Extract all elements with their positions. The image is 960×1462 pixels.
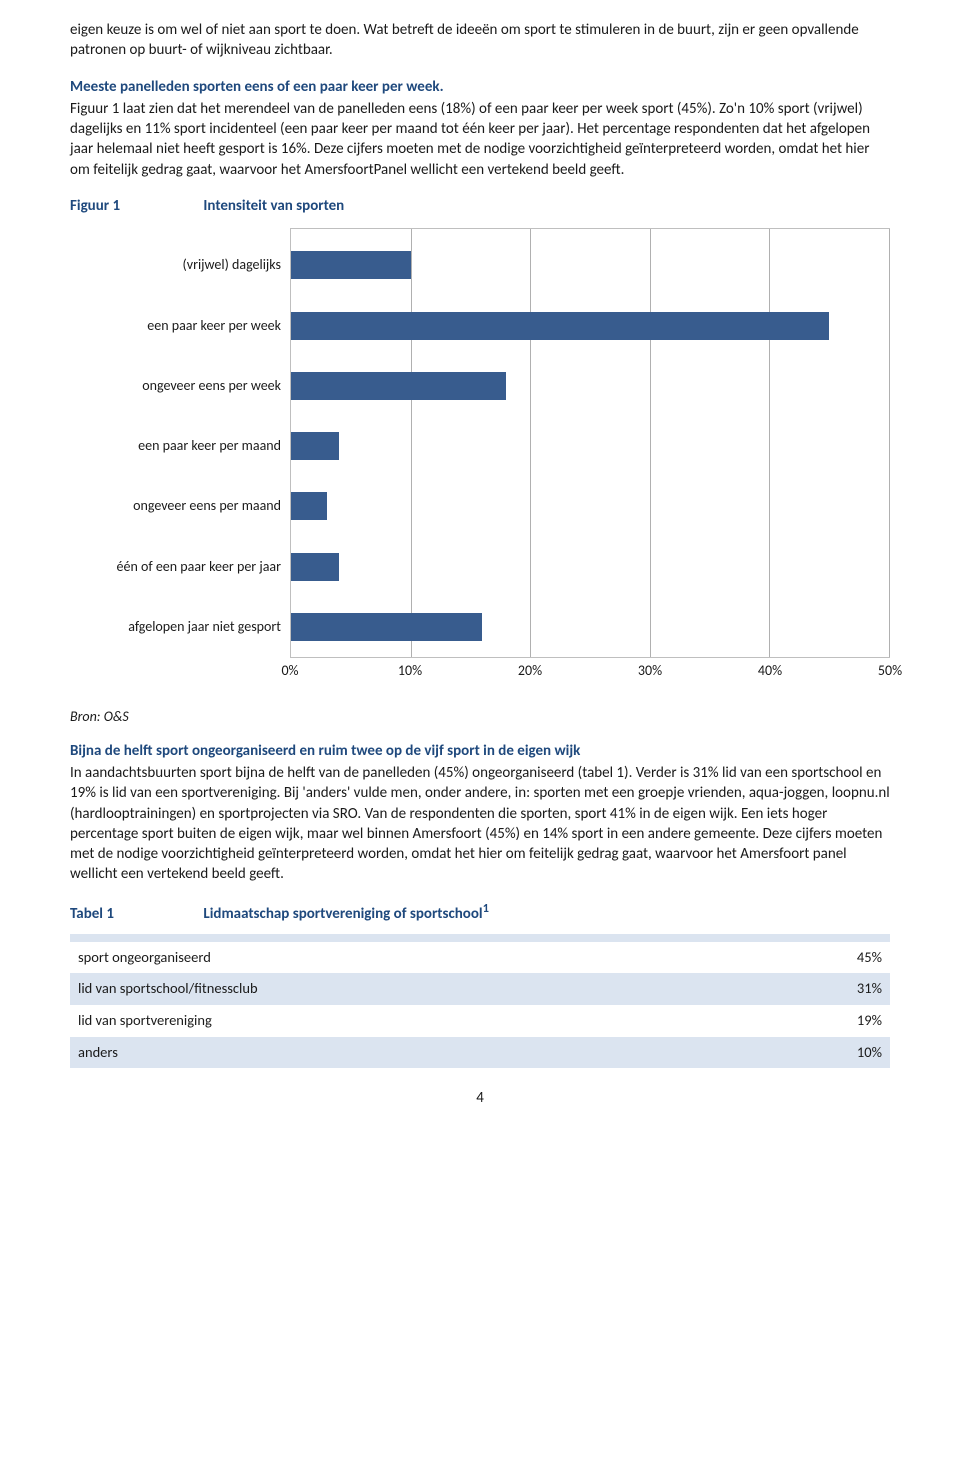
table1-title-text: Lidmaatschap sportvereniging of sportsch… [203, 905, 482, 923]
table-row: lid van sportvereniging19% [70, 1005, 890, 1037]
chart-xtick-label: 30% [638, 662, 662, 681]
chart-x-axis: 0%10%20%30%40%50% [290, 662, 890, 690]
chart-bar [291, 312, 829, 340]
intro-paragraph: eigen keuze is om wel of niet aan sport … [70, 20, 890, 61]
table1-label: Tabel 1 [70, 904, 200, 924]
table-cell-label: lid van sportvereniging [70, 1005, 810, 1037]
table-cell-label: lid van sportschool/fitnessclub [70, 973, 810, 1005]
chart-category-label: ongeveer eens per maand [76, 492, 291, 520]
figure1-title: Intensiteit van sporten [203, 197, 344, 215]
figure1-chart: (vrijwel) dagelijks een paar keer per wee… [70, 228, 890, 690]
section-heading-1: Meeste panelleden sporten eens of een pa… [70, 77, 890, 97]
table-cell-label: sport ongeorganiseerd [70, 942, 810, 974]
chart-bar [291, 251, 411, 279]
chart-bar-row: één of een paar keer per jaar [291, 553, 889, 581]
chart-xtick-label: 50% [878, 662, 902, 681]
chart-gridline [889, 229, 890, 657]
chart-bar [291, 492, 327, 520]
chart-category-label: één of een paar keer per jaar [76, 553, 291, 581]
table1-header-row [70, 934, 890, 942]
chart-bar-row: afgelopen jaar niet gesport [291, 613, 889, 641]
table1: sport ongeorganiseerd45%lid van sportsch… [70, 934, 890, 1068]
table1-body: sport ongeorganiseerd45%lid van sportsch… [70, 942, 890, 1068]
table-cell-label: anders [70, 1037, 810, 1069]
figure1-caption: Figuur 1 Intensiteit van sporten [70, 196, 890, 216]
chart-xtick-label: 40% [758, 662, 782, 681]
section-body-1: Figuur 1 laat zien dat het merendeel van… [70, 99, 890, 180]
chart-category-label: ongeveer eens per week [76, 372, 291, 400]
chart-bar [291, 613, 482, 641]
chart-category-label: (vrijwel) dagelijks [76, 251, 291, 279]
chart-bar [291, 553, 339, 581]
page-number: 4 [70, 1088, 890, 1108]
table1-caption: Tabel 1 Lidmaatschap sportvereniging of … [70, 901, 890, 924]
chart-xtick-label: 0% [281, 662, 298, 681]
chart-bar-row: een paar keer per maand [291, 432, 889, 460]
chart-bar-row: ongeveer eens per week [291, 372, 889, 400]
table-row: lid van sportschool/fitnessclub31% [70, 973, 890, 1005]
table-cell-value: 10% [810, 1037, 890, 1069]
table1-title: Lidmaatschap sportvereniging of sportsch… [203, 905, 489, 923]
table-row: sport ongeorganiseerd45% [70, 942, 890, 974]
table1-footnote-marker: 1 [483, 901, 489, 916]
figure1-label: Figuur 1 [70, 196, 200, 216]
chart-category-label: een paar keer per maand [76, 432, 291, 460]
figure1-source: Bron: O&S [70, 708, 890, 727]
chart-category-label: een paar keer per week [76, 312, 291, 340]
chart-xtick-label: 10% [398, 662, 422, 681]
chart-bar-row: een paar keer per week [291, 312, 889, 340]
chart-bar-row: (vrijwel) dagelijks [291, 251, 889, 279]
table-cell-value: 31% [810, 973, 890, 1005]
chart-xtick-label: 20% [518, 662, 542, 681]
chart-category-label: afgelopen jaar niet gesport [76, 613, 291, 641]
section-body-2: In aandachtsbuurten sport bijna de helft… [70, 763, 890, 885]
table-cell-value: 45% [810, 942, 890, 974]
chart-plot-area: (vrijwel) dagelijks een paar keer per wee… [290, 228, 890, 658]
table-row: anders10% [70, 1037, 890, 1069]
chart-bar [291, 372, 506, 400]
section-heading-2: Bijna de helft sport ongeorganiseerd en … [70, 741, 890, 761]
chart-bar [291, 432, 339, 460]
chart-bar-row: ongeveer eens per maand [291, 492, 889, 520]
table-cell-value: 19% [810, 1005, 890, 1037]
